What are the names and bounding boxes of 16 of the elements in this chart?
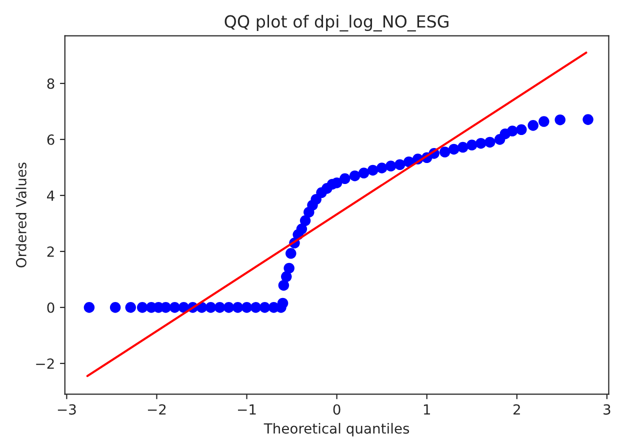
x-tick-label: 1 bbox=[424, 404, 430, 415]
y-tick-label: 0 bbox=[47, 302, 54, 313]
y-tick-label: −2 bbox=[36, 358, 54, 369]
x-tick-label: 3 bbox=[604, 404, 610, 415]
x-tick-label: −1 bbox=[238, 404, 256, 415]
y-tick-label: 6 bbox=[47, 134, 54, 145]
x-tick-label: −3 bbox=[58, 404, 76, 415]
x-axis-title: Theoretical quantiles bbox=[264, 422, 410, 436]
y-tick-label: 8 bbox=[47, 78, 54, 89]
x-tick-label: 2 bbox=[513, 404, 520, 415]
x-tick-label: 0 bbox=[333, 404, 340, 415]
y-axis-title: Ordered Values bbox=[16, 162, 26, 268]
chart-title: QQ plot of dpi_log_NO_ESG bbox=[224, 14, 448, 32]
x-tick-label: −2 bbox=[148, 404, 166, 415]
y-tick-label: 2 bbox=[47, 246, 54, 257]
y-tick-label: 4 bbox=[47, 190, 54, 201]
